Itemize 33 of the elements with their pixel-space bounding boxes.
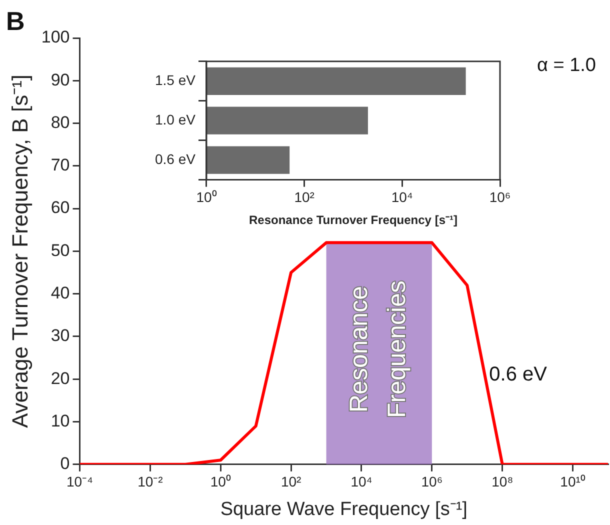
y-tick-label: 40 bbox=[50, 284, 70, 303]
x-tick-label: 10² bbox=[280, 474, 302, 490]
x-tick-label: 10⁻² bbox=[138, 474, 164, 490]
y-tick-label: 10 bbox=[50, 411, 70, 430]
y-tick-label: 0 bbox=[60, 454, 70, 474]
x-tick-label: 10⁶ bbox=[489, 189, 511, 206]
y-tick-label: 90 bbox=[50, 70, 70, 90]
y-tick-label: 30 bbox=[50, 326, 70, 346]
x-tick-label: 10⁰ bbox=[196, 189, 217, 206]
y-tick-label: 50 bbox=[50, 240, 70, 260]
x-tick-label: 10⁴ bbox=[391, 189, 413, 206]
y-tick-label: 60 bbox=[50, 198, 70, 218]
y-tick-label: 1.0 eV bbox=[154, 111, 196, 128]
band-label: Resonance Frequencies bbox=[344, 280, 411, 418]
annotation: α = 1.0 bbox=[536, 55, 596, 76]
x-tick-label: 10¹⁰ bbox=[560, 474, 586, 490]
x-tick-label: 10² bbox=[294, 189, 315, 206]
series-label: 0.6 eV bbox=[489, 363, 548, 386]
x-axis-title: Resonance Turnover Frequency [s⁻¹] bbox=[248, 213, 458, 228]
y-tick-label: 70 bbox=[50, 156, 70, 175]
x-tick-label: 10⁸ bbox=[492, 474, 514, 490]
text: B bbox=[6, 6, 25, 36]
x-tick-label: 10⁶ bbox=[421, 474, 443, 490]
y-axis-title: Average Turnover Frequency, B [s⁻¹] bbox=[7, 74, 32, 428]
y-tick-label: 100 bbox=[41, 28, 70, 47]
y-tick-label: 1.5 eV bbox=[154, 72, 196, 88]
x-axis-title: Square Wave Frequency [s⁻¹] bbox=[220, 498, 468, 520]
x-tick-label: 10⁴ bbox=[350, 474, 372, 490]
y-tick-label: 80 bbox=[50, 112, 70, 132]
y-tick-label: 0.6 eV bbox=[154, 150, 196, 167]
x-tick-label: 10⁰ bbox=[210, 474, 231, 490]
x-tick-label: 10⁻⁴ bbox=[66, 474, 94, 490]
y-tick-label: 20 bbox=[50, 368, 70, 388]
